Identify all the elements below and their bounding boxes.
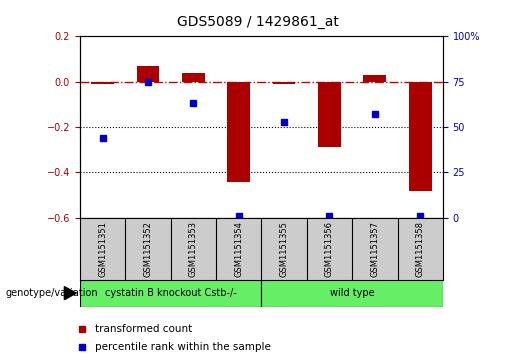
Text: wild type: wild type	[330, 288, 374, 298]
Bar	[409, 82, 432, 191]
Text: GSM1151358: GSM1151358	[416, 221, 425, 277]
Bar	[91, 82, 114, 84]
Bar	[364, 75, 386, 82]
Bar	[227, 82, 250, 182]
Polygon shape	[64, 287, 76, 300]
Bar	[80, 280, 261, 307]
Bar	[318, 82, 341, 147]
Text: GSM1151354: GSM1151354	[234, 221, 243, 277]
Text: GSM1151352: GSM1151352	[143, 221, 152, 277]
Text: GSM1151355: GSM1151355	[280, 221, 288, 277]
Text: GSM1151357: GSM1151357	[370, 221, 380, 277]
Text: GSM1151353: GSM1151353	[189, 221, 198, 277]
Bar	[182, 73, 204, 82]
Bar	[273, 82, 296, 84]
Text: percentile rank within the sample: percentile rank within the sample	[95, 342, 271, 352]
Bar	[261, 280, 443, 307]
Text: genotype/variation: genotype/variation	[5, 288, 98, 298]
Bar	[136, 66, 159, 82]
Text: GSM1151356: GSM1151356	[325, 221, 334, 277]
Text: GDS5089 / 1429861_at: GDS5089 / 1429861_at	[177, 15, 338, 29]
Text: GSM1151351: GSM1151351	[98, 221, 107, 277]
Text: cystatin B knockout Cstb-/-: cystatin B knockout Cstb-/-	[105, 288, 236, 298]
Text: transformed count: transformed count	[95, 324, 193, 334]
